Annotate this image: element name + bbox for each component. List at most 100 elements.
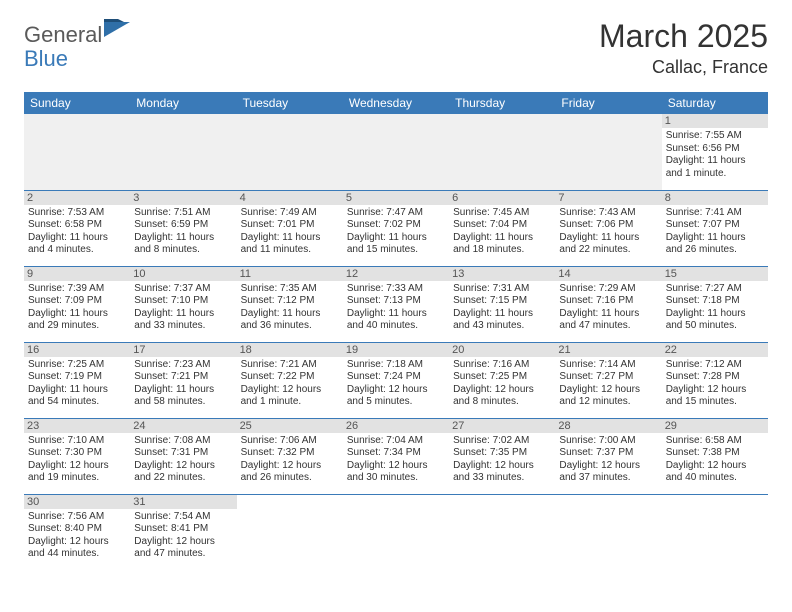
- sunset-line: Sunset: 7:34 PM: [347, 447, 445, 460]
- day-cell: [662, 494, 768, 570]
- day-cell: 8Sunrise: 7:41 AMSunset: 7:07 PMDaylight…: [662, 190, 768, 266]
- sunrise-line: Sunrise: 7:53 AM: [28, 207, 126, 220]
- day-cell: 15Sunrise: 7:27 AMSunset: 7:18 PMDayligh…: [662, 266, 768, 342]
- day-number: 8: [662, 191, 768, 205]
- sunset-line: Sunset: 7:21 PM: [134, 371, 232, 384]
- daylight-line: Daylight: 11 hours and 36 minutes.: [241, 308, 339, 333]
- sunrise-line: Sunrise: 7:56 AM: [28, 511, 126, 524]
- sunset-line: Sunset: 8:41 PM: [134, 523, 232, 536]
- month-title: March 2025: [599, 18, 768, 55]
- day-number: 2: [24, 191, 130, 205]
- week-row: 9Sunrise: 7:39 AMSunset: 7:09 PMDaylight…: [24, 266, 768, 342]
- sunrise-line: Sunrise: 7:45 AM: [453, 207, 551, 220]
- day-number: 18: [237, 343, 343, 357]
- day-number: 17: [130, 343, 236, 357]
- day-header: Friday: [555, 92, 661, 114]
- day-number: 14: [555, 267, 661, 281]
- page-header: General March 2025 Callac, France: [24, 18, 768, 78]
- day-number: 23: [24, 419, 130, 433]
- day-cell: [237, 494, 343, 570]
- sunset-line: Sunset: 7:31 PM: [134, 447, 232, 460]
- sunrise-line: Sunrise: 7:08 AM: [134, 435, 232, 448]
- day-number: 24: [130, 419, 236, 433]
- daylight-line: Daylight: 12 hours and 15 minutes.: [666, 384, 764, 409]
- sunset-line: Sunset: 7:01 PM: [241, 219, 339, 232]
- week-row: 30Sunrise: 7:56 AMSunset: 8:40 PMDayligh…: [24, 494, 768, 570]
- sunrise-line: Sunrise: 7:21 AM: [241, 359, 339, 372]
- day-cell: 11Sunrise: 7:35 AMSunset: 7:12 PMDayligh…: [237, 266, 343, 342]
- day-cell: [24, 114, 130, 190]
- daylight-line: Daylight: 12 hours and 47 minutes.: [134, 536, 232, 561]
- sunrise-line: Sunrise: 7:51 AM: [134, 207, 232, 220]
- daylight-line: Daylight: 12 hours and 30 minutes.: [347, 460, 445, 485]
- sunset-line: Sunset: 7:32 PM: [241, 447, 339, 460]
- sunset-line: Sunset: 7:24 PM: [347, 371, 445, 384]
- day-cell: [343, 494, 449, 570]
- logo: General: [24, 22, 132, 48]
- sunset-line: Sunset: 8:40 PM: [28, 523, 126, 536]
- day-cell: [130, 114, 236, 190]
- daylight-line: Daylight: 11 hours and 43 minutes.: [453, 308, 551, 333]
- week-row: 2 Sunrise: 7:53 AMSunset: 6:58 PM Daylight…: [24, 190, 768, 266]
- logo-text-general: General: [24, 22, 102, 48]
- daylight-line: Daylight: 11 hours and 18 minutes.: [453, 232, 551, 257]
- sunset-line: Sunset: 7:09 PM: [28, 295, 126, 308]
- day-cell: 9Sunrise: 7:39 AMSunset: 7:09 PMDaylight…: [24, 266, 130, 342]
- sunset-line: Sunset: 7:13 PM: [347, 295, 445, 308]
- day-number: 27: [449, 419, 555, 433]
- daylight-line: Daylight: 11 hours and 54 minutes.: [28, 384, 126, 409]
- sunset-line: Sunset: 6:58 PM: [28, 219, 126, 232]
- day-cell: [343, 114, 449, 190]
- sunset-line: Sunset: 7:02 PM: [347, 219, 445, 232]
- sunrise-line: Sunrise: 7:06 AM: [241, 435, 339, 448]
- day-cell: 25 Sunrise: 7:06 AMSunset: 7:32 PMDayligh…: [237, 418, 343, 494]
- sunrise-line: Sunrise: 7:49 AM: [241, 207, 339, 220]
- day-cell: 3Sunrise: 7:51 AMSunset: 6:59 PMDaylight…: [130, 190, 236, 266]
- day-cell: 17Sunrise: 7:23 AMSunset: 7:21 PMDayligh…: [130, 342, 236, 418]
- sunset-line: Sunset: 7:18 PM: [666, 295, 764, 308]
- daylight-line: Daylight: 12 hours and 40 minutes.: [666, 460, 764, 485]
- day-cell: 18Sunrise: 7:21 AMSunset: 7:22 PMDayligh…: [237, 342, 343, 418]
- day-cell: 7Sunrise: 7:43 AMSunset: 7:06 PMDaylight…: [555, 190, 661, 266]
- day-cell: 21Sunrise: 7:14 AMSunset: 7:27 PMDayligh…: [555, 342, 661, 418]
- sunrise-line: Sunrise: 7:33 AM: [347, 283, 445, 296]
- day-cell: 29Sunrise: 6:58 AMSunset: 7:38 PMDayligh…: [662, 418, 768, 494]
- day-number: 7: [555, 191, 661, 205]
- day-cell: 22Sunrise: 7:12 AMSunset: 7:28 PMDayligh…: [662, 342, 768, 418]
- sunrise-line: Sunrise: 7:14 AM: [559, 359, 657, 372]
- sunset-line: Sunset: 7:37 PM: [559, 447, 657, 460]
- daylight-line: Daylight: 12 hours and 26 minutes.: [241, 460, 339, 485]
- calendar-table: Sunday Monday Tuesday Wednesday Thursday…: [24, 92, 768, 570]
- day-header: Sunday: [24, 92, 130, 114]
- sunrise-line: Sunrise: 7:25 AM: [28, 359, 126, 372]
- day-number: 20: [449, 343, 555, 357]
- day-number: 25: [237, 419, 343, 433]
- day-header: Monday: [130, 92, 236, 114]
- day-cell: 16Sunrise: 7:25 AMSunset: 7:19 PMDayligh…: [24, 342, 130, 418]
- day-cell: 13Sunrise: 7:31 AMSunset: 7:15 PMDayligh…: [449, 266, 555, 342]
- day-cell: 28Sunrise: 7:00 AMSunset: 7:37 PMDayligh…: [555, 418, 661, 494]
- daylight-line: Daylight: 12 hours and 37 minutes.: [559, 460, 657, 485]
- sunrise-line: Sunrise: 7:54 AM: [134, 511, 232, 524]
- day-cell: [237, 114, 343, 190]
- week-row: 16Sunrise: 7:25 AMSunset: 7:19 PMDayligh…: [24, 342, 768, 418]
- day-number: 29: [662, 419, 768, 433]
- daylight-line: Daylight: 11 hours and 29 minutes.: [28, 308, 126, 333]
- day-number: 19: [343, 343, 449, 357]
- day-cell: 10Sunrise: 7:37 AMSunset: 7:10 PMDayligh…: [130, 266, 236, 342]
- day-number: 13: [449, 267, 555, 281]
- daylight-line: Daylight: 12 hours and 5 minutes.: [347, 384, 445, 409]
- daylight-line: Daylight: 11 hours and 1 minute.: [666, 155, 764, 180]
- day-cell: 31Sunrise: 7:54 AMSunset: 8:41 PMDayligh…: [130, 494, 236, 570]
- sunset-line: Sunset: 7:25 PM: [453, 371, 551, 384]
- daylight-line: Daylight: 11 hours and 22 minutes.: [559, 232, 657, 257]
- day-number: 9: [24, 267, 130, 281]
- day-cell: 19Sunrise: 7:18 AMSunset: 7:24 PMDayligh…: [343, 342, 449, 418]
- daylight-line: Daylight: 12 hours and 8 minutes.: [453, 384, 551, 409]
- daylight-line: Daylight: 11 hours and 50 minutes.: [666, 308, 764, 333]
- day-header: Saturday: [662, 92, 768, 114]
- day-number: 1: [662, 114, 768, 128]
- location-title: Callac, France: [599, 57, 768, 78]
- sunset-line: Sunset: 7:10 PM: [134, 295, 232, 308]
- sunrise-line: Sunrise: 7:23 AM: [134, 359, 232, 372]
